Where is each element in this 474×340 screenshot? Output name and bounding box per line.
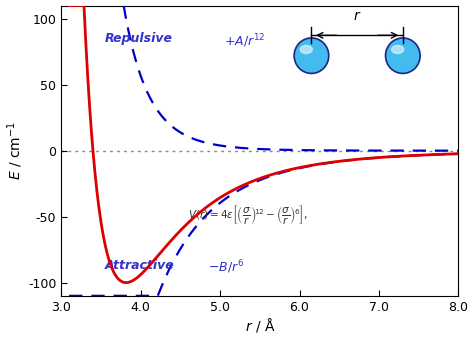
Ellipse shape	[385, 38, 420, 73]
Text: $-B/r^{6}$: $-B/r^{6}$	[208, 259, 244, 276]
Text: Repulsive: Repulsive	[105, 32, 173, 45]
Text: $V(r) = 4\epsilon\left[\left(\dfrac{\sigma}{r}\right)^{\!12} - \left(\dfrac{\sig: $V(r) = 4\epsilon\left[\left(\dfrac{\sig…	[188, 203, 308, 226]
Text: $r$: $r$	[353, 9, 361, 23]
X-axis label: $r$ / Å: $r$ / Å	[245, 317, 275, 335]
Ellipse shape	[294, 38, 329, 73]
Ellipse shape	[392, 46, 404, 53]
Text: $+A/r^{12}$: $+A/r^{12}$	[224, 32, 265, 50]
Ellipse shape	[300, 46, 312, 53]
Text: Attractive: Attractive	[105, 259, 174, 272]
Y-axis label: $E$ / cm$^{-1}$: $E$ / cm$^{-1}$	[6, 121, 25, 180]
